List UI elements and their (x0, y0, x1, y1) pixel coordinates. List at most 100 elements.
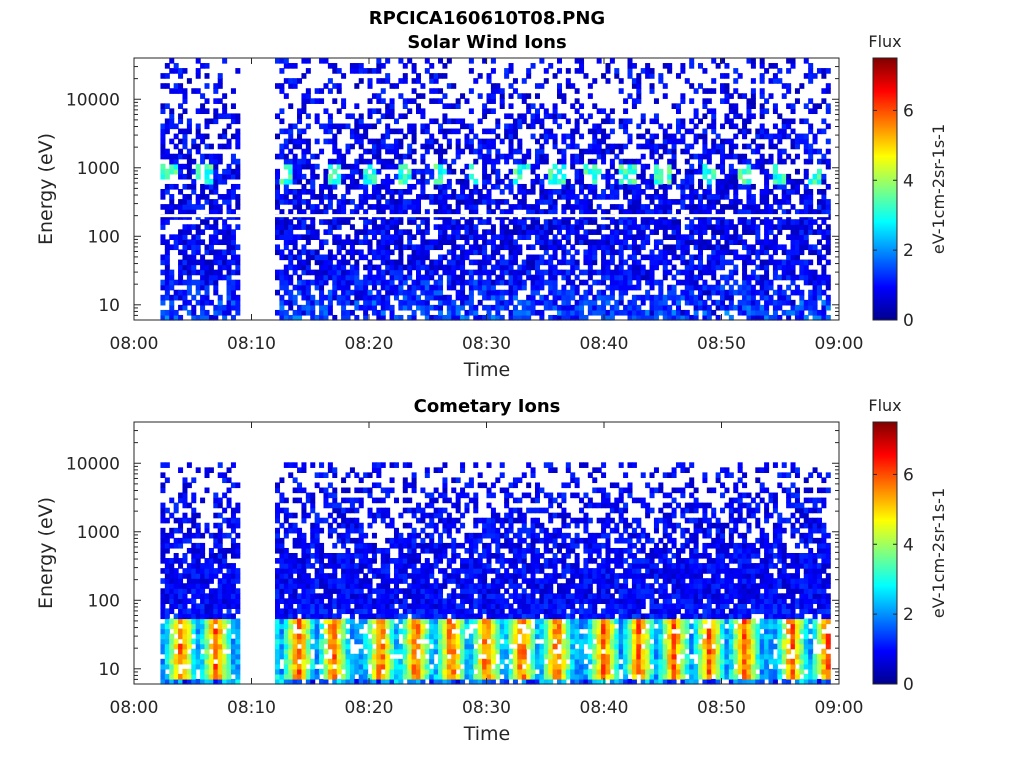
heatmap-cell (222, 264, 228, 271)
heatmap-cell (283, 663, 289, 670)
heatmap-cell (825, 204, 831, 210)
heatmap-cell (755, 309, 761, 316)
heatmap-cell (711, 244, 717, 251)
heatmap-cell (772, 209, 778, 215)
heatmap-cell (636, 229, 642, 235)
heatmap-cell (711, 78, 717, 84)
heatmap-cell (570, 183, 576, 190)
heatmap-cell (424, 58, 430, 64)
heatmap-cell (786, 123, 792, 130)
heatmap-cell (217, 249, 223, 256)
heatmap-cell (790, 239, 796, 246)
heatmap-cell (684, 289, 690, 296)
heatmap-cell (336, 178, 342, 185)
heatmap-cell (438, 58, 444, 64)
heatmap-cell (711, 234, 717, 240)
heatmap-cell (200, 663, 206, 670)
heatmap-cell (570, 269, 576, 276)
heatmap-cell (297, 133, 303, 140)
heatmap-cell (217, 542, 223, 549)
heatmap-cell (380, 163, 386, 170)
heatmap-cell (446, 274, 452, 281)
heatmap-cell (460, 259, 466, 266)
heatmap-cell (715, 183, 721, 190)
heatmap-cell (742, 279, 748, 286)
heatmap-cell (689, 314, 695, 321)
heatmap-cell (376, 239, 382, 246)
heatmap-cell (790, 138, 796, 145)
heatmap-cell (407, 254, 413, 261)
heatmap-cell (605, 209, 611, 215)
heatmap-cell (433, 259, 439, 266)
heatmap-cell (720, 294, 726, 301)
heatmap-cell (446, 264, 452, 271)
heatmap-cell (517, 93, 523, 99)
heatmap-cell (803, 299, 809, 306)
heatmap-cell (499, 219, 505, 225)
heatmap-cell (601, 244, 607, 251)
heatmap-cell (376, 204, 382, 210)
heatmap-cell (235, 507, 241, 514)
heatmap-cell (636, 279, 642, 286)
heatmap-cell (746, 183, 752, 190)
heatmap-cell (653, 209, 659, 215)
heatmap-cell (675, 279, 681, 286)
heatmap-cell (160, 168, 166, 175)
heatmap-cell (486, 204, 492, 210)
heatmap-cell (750, 199, 756, 205)
heatmap-cell (301, 224, 307, 230)
heatmap-cell (283, 224, 289, 230)
heatmap-cell (534, 254, 540, 261)
heatmap-cell (649, 219, 655, 225)
heatmap-cell (297, 199, 303, 205)
heatmap-cell (160, 547, 166, 554)
heatmap-cell (336, 284, 342, 291)
heatmap-cell (512, 178, 518, 185)
heatmap-cell (772, 314, 778, 321)
heatmap-cell (358, 204, 364, 210)
heatmap-cell (160, 517, 166, 524)
heatmap-cell (191, 603, 197, 610)
heatmap-cell (808, 269, 814, 276)
heatmap-cell (825, 158, 831, 165)
heatmap-cell (349, 254, 355, 261)
heatmap-cell (208, 678, 214, 685)
heatmap-cell (587, 183, 593, 190)
heatmap-cell (341, 279, 347, 286)
heatmap-cell (468, 304, 474, 311)
heatmap-cell (292, 153, 298, 160)
heatmap-cell (517, 138, 523, 145)
heatmap-cell (539, 269, 545, 276)
heatmap-cell (204, 558, 210, 564)
heatmap-cell (200, 239, 206, 246)
heatmap-cell (786, 269, 792, 276)
heatmap-cell (297, 224, 303, 230)
heatmap-cell (345, 239, 351, 246)
heatmap-cell (226, 279, 232, 286)
heatmap-cell (195, 563, 201, 569)
heatmap-cell (182, 199, 188, 205)
heatmap-cell (464, 173, 470, 180)
heatmap-cell (759, 304, 765, 311)
heatmap-cell (543, 199, 549, 205)
heatmap-cell (191, 178, 197, 185)
heatmap-cell (288, 148, 294, 155)
heatmap-cell (750, 244, 756, 251)
heatmap-cell (803, 143, 809, 150)
heatmap-cell (742, 183, 748, 190)
heatmap-cell (226, 299, 232, 306)
heatmap-cell (173, 598, 179, 604)
heatmap-cell (385, 123, 391, 130)
heatmap-cell (728, 314, 734, 321)
heatmap-cell (750, 63, 756, 69)
heatmap-cell (605, 284, 611, 291)
heatmap-cell (178, 653, 184, 660)
heatmap-cell (235, 608, 241, 615)
heatmap-cell (200, 578, 206, 584)
heatmap-cell (226, 168, 232, 175)
heatmap-cell (653, 219, 659, 225)
heatmap-cell (561, 294, 567, 301)
heatmap-cell (548, 219, 554, 225)
heatmap-cell (684, 183, 690, 190)
heatmap-cell (653, 254, 659, 261)
